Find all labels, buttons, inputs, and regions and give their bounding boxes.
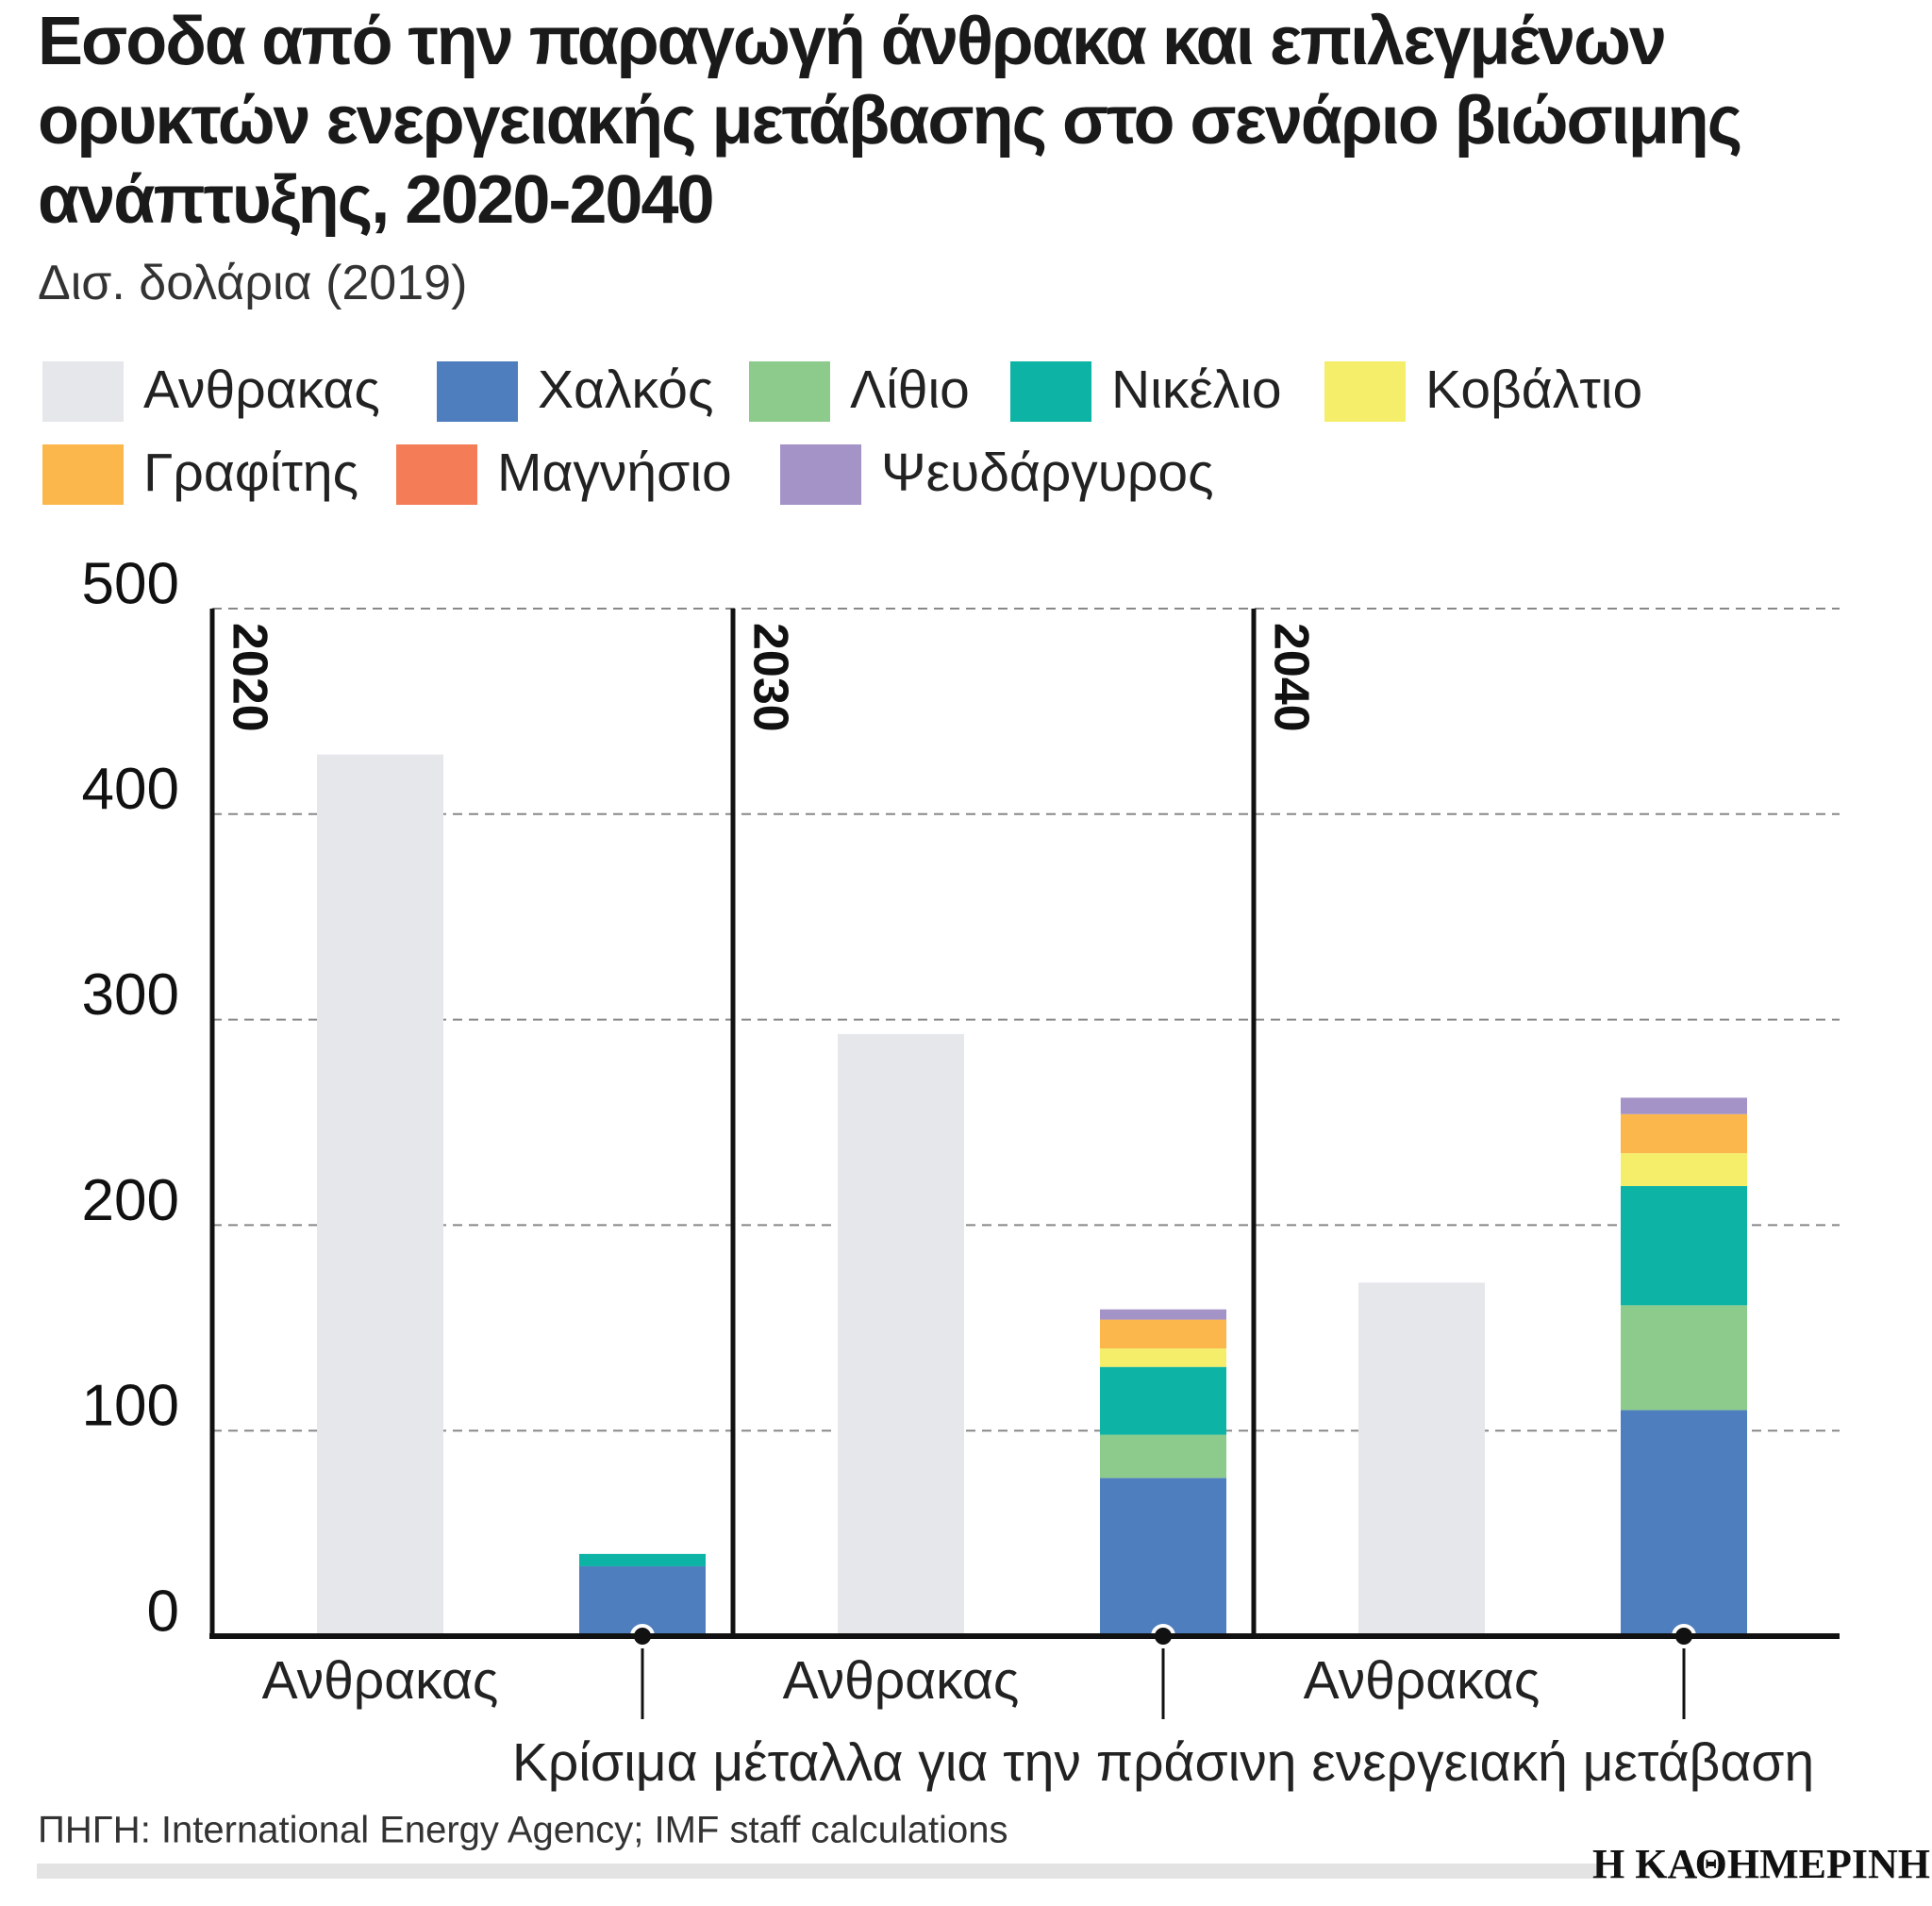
legend-swatch xyxy=(1010,361,1091,422)
legend-label: Ανθρακας xyxy=(143,359,380,420)
bar-segment xyxy=(1621,1186,1747,1306)
x-tick-label: Ανθρακας xyxy=(1304,1650,1541,1711)
group-label: 2030 xyxy=(742,623,797,732)
group-label: 2040 xyxy=(1263,623,1318,732)
y-tick-label: 100 xyxy=(82,1374,179,1439)
y-tick-label: 200 xyxy=(82,1168,179,1233)
legend-label: Χαλκός xyxy=(538,359,713,420)
legend-label: Λίθιο xyxy=(850,359,970,420)
bar-segment xyxy=(1621,1097,1747,1114)
legend-swatch xyxy=(437,361,518,422)
y-tick-label: 400 xyxy=(82,757,179,822)
legend-swatch xyxy=(749,361,830,422)
legend-label: Ψευδάργυρος xyxy=(881,443,1214,503)
bar-segment xyxy=(1621,1113,1747,1154)
bar-segment xyxy=(1100,1319,1226,1349)
bar-segment xyxy=(1621,1153,1747,1187)
bar xyxy=(838,1033,964,1636)
x-tick-label: Ανθρακας xyxy=(262,1650,499,1711)
bar-segment xyxy=(1100,1478,1226,1636)
legend-label: Κοβάλτιο xyxy=(1425,359,1642,420)
bar-segment xyxy=(579,1553,706,1566)
legend-label: Μαγνήσιο xyxy=(497,443,732,503)
y-tick-label: 300 xyxy=(82,962,179,1028)
legend-label: Γραφίτης xyxy=(143,443,358,503)
legend-swatch xyxy=(42,361,124,422)
bar-segment xyxy=(1100,1366,1226,1435)
legend-swatch xyxy=(396,444,477,505)
x-group-label: Κρίσιμα μέταλλα για την πράσινη ενεργεια… xyxy=(512,1732,1814,1793)
chart-subtitle: Δισ. δολάρια (2019) xyxy=(38,256,468,310)
y-tick-label: 500 xyxy=(82,551,179,616)
source: ΠΗΓΗ: International Energy Agency; IMF s… xyxy=(38,1810,1008,1851)
bar-segment xyxy=(1100,1309,1226,1320)
x-tick-label: Ανθρακας xyxy=(783,1650,1020,1711)
bar xyxy=(1358,1282,1485,1636)
y-tick-label: 0 xyxy=(147,1579,179,1644)
legend-swatch xyxy=(1324,361,1406,422)
bar-segment xyxy=(1100,1348,1226,1367)
group-label: 2020 xyxy=(222,623,276,732)
bar xyxy=(317,754,443,1636)
bar-segment xyxy=(1621,1410,1747,1636)
bar-segment xyxy=(1100,1434,1226,1479)
legend-label: Νικέλιο xyxy=(1111,359,1282,420)
legend-swatch xyxy=(780,444,861,505)
legend-swatch xyxy=(42,444,124,505)
footer-bar xyxy=(37,1864,1602,1879)
logo: Η ΚΑΘΗΜΕΡΙΝΗ xyxy=(1592,1841,1930,1887)
chart-title: Εσοδα από την παραγωγή άνθρακα και επιλε… xyxy=(38,4,1742,238)
bar-segment xyxy=(1621,1305,1747,1411)
